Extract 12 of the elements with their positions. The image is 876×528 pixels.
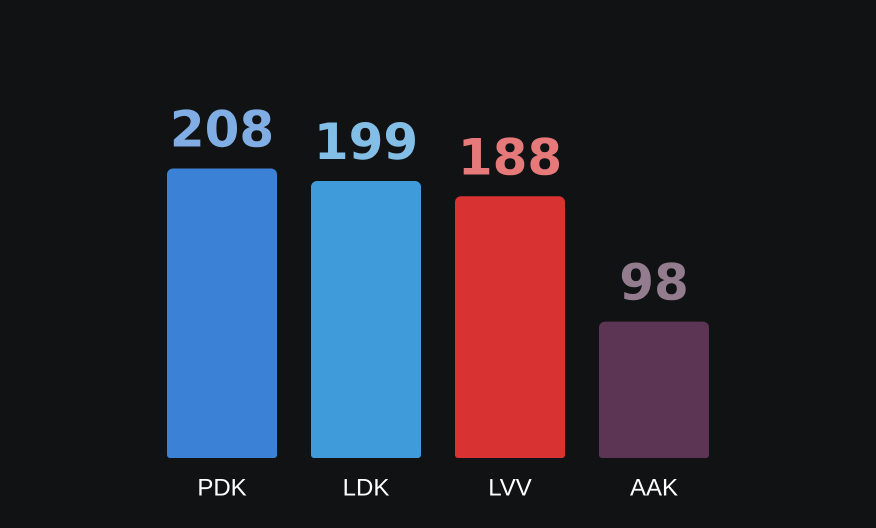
bar xyxy=(311,180,421,458)
x-tick-label: AAK xyxy=(630,474,678,502)
data-label: 199 xyxy=(314,112,418,171)
bar xyxy=(167,168,277,458)
data-label: 208 xyxy=(170,100,274,158)
data-label: 98 xyxy=(619,254,689,312)
x-tick-label: LDK xyxy=(342,474,390,502)
x-tick-label: LVV xyxy=(488,474,532,502)
bar xyxy=(455,196,565,458)
bar xyxy=(599,322,709,458)
x-tick-label: PDK xyxy=(197,474,247,502)
data-label: 188 xyxy=(458,128,562,186)
